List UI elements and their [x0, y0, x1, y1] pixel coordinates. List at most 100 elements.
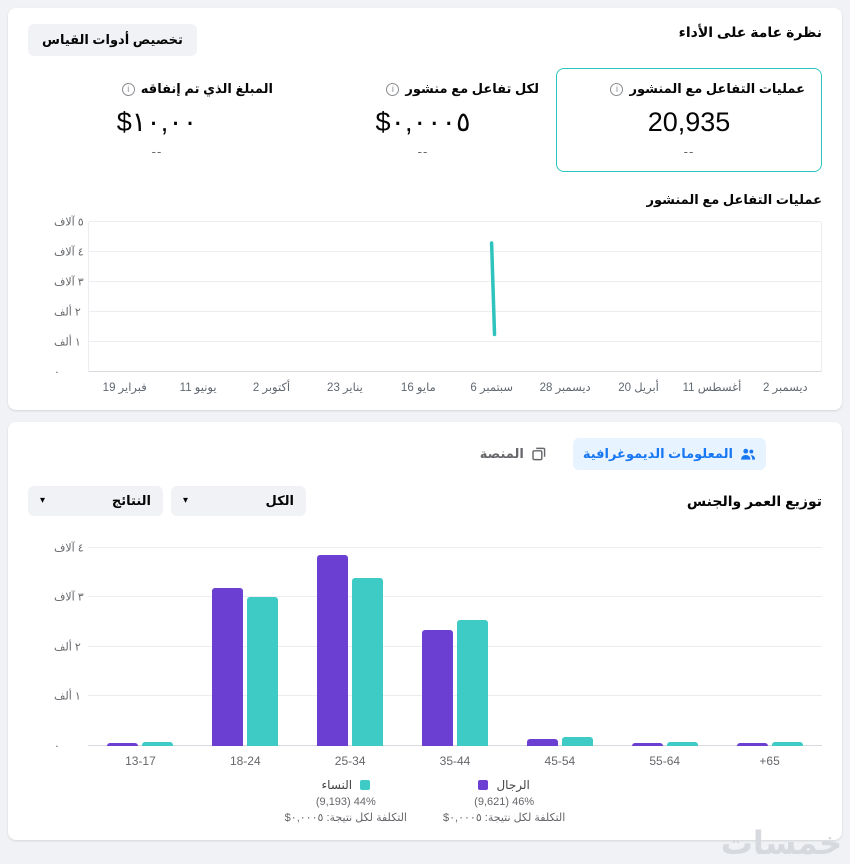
bar-group-35-44 — [403, 538, 508, 746]
y-axis-tick-label: ٠ — [54, 740, 60, 753]
y-axis-tick-label: ٠ — [54, 366, 60, 379]
x-axis-tick-label: 20 أبريل — [618, 382, 659, 394]
metric-label: لكل تفاعل مع منشور — [405, 81, 539, 96]
metric-post-engagements[interactable]: عمليات التفاعل مع المنشور i 20,935 -- — [556, 68, 822, 172]
legend-label: النساء — [321, 778, 353, 792]
x-axis-tick-label: 35-44 — [439, 754, 471, 768]
bar-45-54[interactable] — [561, 736, 593, 746]
legend-men[interactable]: الرجال 46% (9,621) التكلفة لكل نتيجة: ٠,… — [443, 778, 565, 824]
metric-label-row: لكل تفاعل مع منشور i — [307, 81, 539, 97]
x-axis-tick-label: 13-17 — [125, 754, 156, 768]
x-axis-tick-label: 19 فبراير — [102, 382, 147, 394]
gridline — [88, 695, 822, 697]
bar-+65[interactable] — [771, 742, 803, 746]
bar-13-17[interactable] — [142, 742, 174, 746]
metric-amount-spent[interactable]: المبلغ الذي تم إنفاقه i ١٠,٠٠$ -- — [24, 68, 290, 172]
bar-chart-plot — [88, 538, 822, 746]
metric-label-row: عمليات التفاعل مع المنشور i — [573, 81, 805, 97]
x-axis-tick-label: 23 يناير — [327, 382, 363, 394]
line-chart-y-axis: ٠ ١ ألف ٢ ألف ٣ آلاف ٤ آلاف ٥ آلاف — [28, 217, 88, 379]
bar-group-55-64 — [612, 538, 717, 746]
bar-13-17[interactable] — [107, 743, 139, 746]
y-axis-tick-label: ١ ألف — [54, 336, 81, 349]
metric-cost-per-engagement[interactable]: لكل تفاعل مع منشور i ٠,٠٠٠٥$ -- — [290, 68, 556, 172]
metric-value: ٠,٠٠٠٥$ — [375, 107, 471, 137]
chevron-down-icon: ▾ — [40, 495, 46, 506]
engagement-spike-line — [492, 243, 495, 335]
gridline — [88, 596, 822, 598]
x-axis-tick-label: 55-64 — [649, 754, 681, 768]
demographics-controls: توزيع العمر والجنس الكل ▾ النتائج ▾ — [28, 486, 822, 516]
x-axis-tick-label: 45-54 — [544, 754, 576, 768]
breakdown-all-dropdown[interactable]: الكل ▾ — [171, 486, 306, 516]
tab-demographics[interactable]: المعلومات الديموغرافية — [572, 438, 766, 470]
x-axis-tick-label: 2 ديسمبر — [763, 382, 808, 394]
metric-secondary: -- — [417, 144, 429, 159]
bar-55-64[interactable] — [666, 741, 698, 746]
line-chart-plot — [88, 221, 822, 372]
x-axis-tick-label: 11 أغسطس — [682, 382, 742, 394]
metric-value: ١٠,٠٠$ — [116, 107, 198, 137]
bar-18-24[interactable] — [247, 597, 279, 746]
metric-secondary: -- — [683, 144, 695, 159]
bar-35-44[interactable] — [422, 629, 453, 746]
bar-55-64[interactable] — [631, 742, 663, 746]
y-axis-tick-label: ٣ آلاف — [54, 276, 84, 289]
y-axis-tick-label: ٥ آلاف — [54, 216, 84, 229]
engagements-line-series — [89, 222, 821, 372]
y-axis-tick-label: ٢ ألف — [54, 306, 81, 319]
men-color-swatch — [478, 780, 489, 790]
results-dropdown[interactable]: النتائج ▾ — [28, 486, 163, 516]
line-chart-body: ٠ ١ ألف ٢ ألف ٣ آلاف ٤ آلاف ٥ آلاف — [28, 217, 822, 379]
filter-dropdowns: الكل ▾ النتائج ▾ — [28, 486, 306, 516]
women-color-swatch — [360, 780, 371, 790]
bar-group-13-17 — [88, 538, 193, 746]
x-axis-tick-label: 18-24 — [229, 754, 261, 768]
overview-header: نظرة عامة على الأداء تخصيص أدوات القياس — [28, 24, 822, 56]
tab-label: المعلومات الديموغرافية — [582, 446, 733, 461]
x-axis-tick-label: 28 ديسمبر — [539, 382, 591, 394]
gender-legend: النساء 44% (9,193) التكلفة لكل نتيجة: ٠,… — [28, 778, 822, 824]
x-axis-tick-label: 16 مايو — [400, 382, 436, 394]
metric-value: 20,935 — [647, 107, 731, 137]
gridline — [89, 281, 821, 282]
bar-chart-x-axis: 13-17 18-24 25-34 35-44 45-54 55-64 +65 — [88, 754, 822, 768]
tab-label: المنصة — [479, 446, 524, 461]
info-icon[interactable]: i — [610, 82, 624, 96]
gridline — [88, 546, 822, 548]
bar-18-24[interactable] — [212, 587, 244, 746]
y-axis-tick-label: ٤ آلاف — [54, 246, 84, 259]
overlapping-squares-icon — [532, 447, 546, 461]
customize-metrics-button[interactable]: تخصيص أدوات القياس — [28, 24, 197, 56]
metric-label-row: المبلغ الذي تم إنفاقه i — [41, 81, 273, 97]
legend-label: الرجال — [496, 778, 530, 792]
bar-+65[interactable] — [736, 743, 768, 746]
performance-overview-title: نظرة عامة على الأداء — [678, 24, 822, 40]
gridline — [88, 745, 822, 746]
x-axis-tick-label: 11 يونيو — [179, 382, 217, 394]
bar-35-44[interactable] — [457, 619, 488, 746]
metric-label: المبلغ الذي تم إنفاقه — [140, 81, 273, 96]
legend-women-share: 44% (9,193) — [315, 796, 376, 808]
info-icon[interactable]: i — [386, 82, 400, 96]
bar-chart-body: ٠ ١ ألف ٢ ألف ٣ آلاف ٤ آلاف — [28, 538, 822, 753]
y-axis-tick-label: ٤ آلاف — [54, 542, 84, 555]
people-icon — [741, 448, 755, 460]
x-axis-tick-label: 25-34 — [334, 754, 366, 768]
info-icon[interactable]: i — [121, 82, 135, 96]
gridline — [89, 311, 821, 312]
bar-25-34[interactable] — [317, 555, 349, 746]
y-axis-tick-label: ٢ ألف — [54, 641, 81, 654]
metrics-row: عمليات التفاعل مع المنشور i 20,935 -- لك… — [28, 68, 822, 172]
bar-group-25-34 — [298, 538, 403, 746]
age-gender-bar-chart: ٠ ١ ألف ٢ ألف ٣ آلاف ٤ آلاف 13-17 18-24 25-34 3… — [28, 538, 822, 768]
legend-women[interactable]: النساء 44% (9,193) التكلفة لكل نتيجة: ٠,… — [285, 778, 407, 824]
gridline — [89, 221, 821, 222]
bar-25-34[interactable] — [352, 577, 384, 746]
bar-45-54[interactable] — [526, 739, 558, 746]
gridline — [89, 251, 821, 252]
tab-platform[interactable]: المنصة — [470, 438, 557, 470]
demographics-card: المعلومات الديموغرافية المنصة توزيع العم… — [8, 422, 842, 840]
metric-secondary: -- — [151, 144, 163, 159]
